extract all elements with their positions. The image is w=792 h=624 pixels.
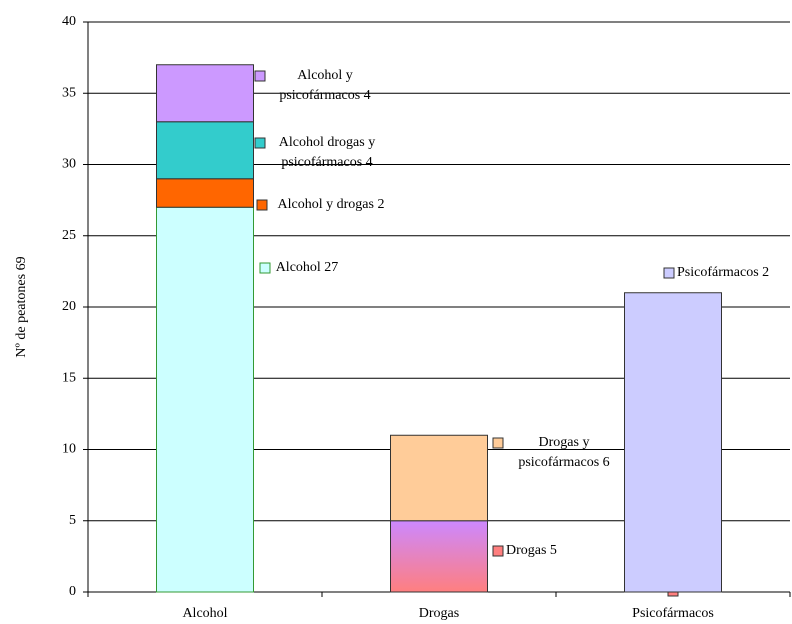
y-tick-label: 20 — [62, 299, 76, 314]
legend-swatch — [663, 267, 675, 279]
bar-segment — [156, 64, 254, 123]
y-tick-label: 5 — [69, 513, 76, 528]
bar-segment — [390, 434, 488, 522]
x-tick-label: Alcohol — [182, 606, 227, 621]
legend-label: Alcohol 27 — [275, 260, 339, 275]
legend-swatch — [254, 137, 266, 149]
legend-label: Drogas 5 — [506, 543, 557, 558]
legend-label: Psicofármacos 2 — [677, 265, 770, 280]
y-tick-label: 25 — [62, 228, 76, 243]
legend-swatch — [256, 199, 268, 211]
legend-label: Drogas y psicofármacos 6 — [518, 435, 610, 470]
y-tick-label: 40 — [62, 14, 76, 29]
x-tick-label: Psicofármacos — [632, 606, 714, 621]
bar-segment — [624, 292, 722, 593]
y-axis-label: Nº de peatones 69 — [14, 256, 29, 357]
bar-segment — [156, 178, 254, 208]
legend-label: Alcohol y psicofármacos 4 — [279, 68, 371, 103]
legend-swatch — [259, 262, 271, 274]
y-tick-label: 0 — [69, 584, 76, 599]
legend-swatch — [492, 437, 504, 449]
legend-label: Alcohol y drogas 2 — [277, 197, 385, 212]
y-tick-label: 30 — [62, 157, 76, 172]
bar-segment — [156, 121, 254, 180]
legend-swatch — [492, 545, 504, 557]
x-tick-label: Drogas — [419, 606, 459, 621]
bar-segment — [390, 520, 488, 593]
y-tick-label: 10 — [62, 442, 76, 457]
legend-label: Alcohol drogas y psicofármacos 4 — [278, 135, 376, 170]
y-tick-label: 15 — [62, 370, 76, 385]
bar-segment — [156, 206, 254, 593]
legend-swatch — [254, 70, 266, 82]
y-tick-label: 35 — [62, 85, 76, 100]
